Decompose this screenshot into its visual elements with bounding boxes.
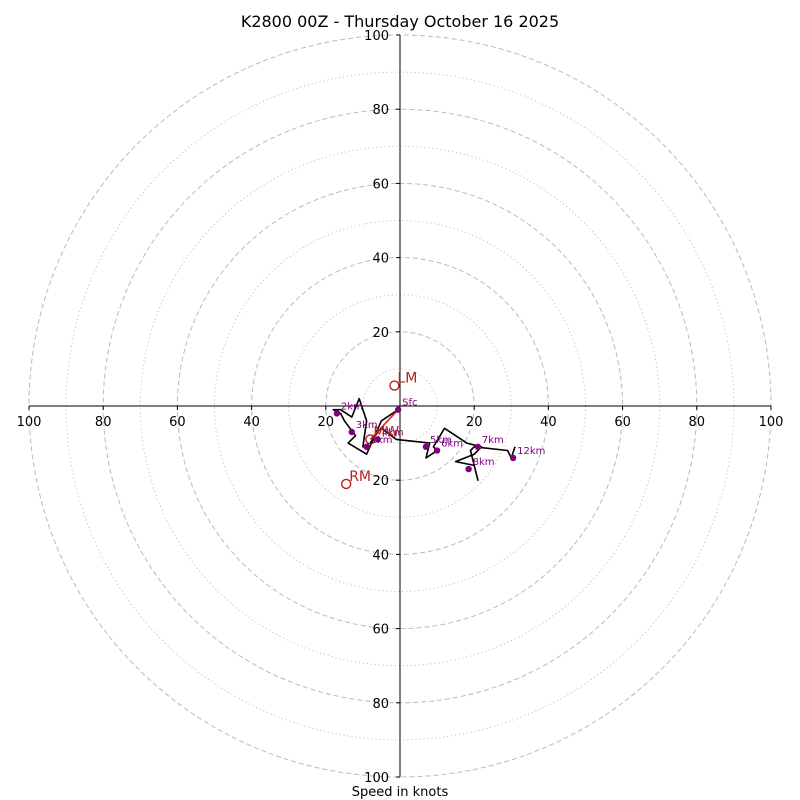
mean-wind-group [369,409,399,440]
y-tick-label: 20 [372,326,389,341]
x-tick-label: 80 [689,415,706,430]
height-point-2km [333,410,341,417]
mean-wind-line [369,409,399,440]
x-tick-label: 40 [540,415,557,430]
height-label-5km: 5km [430,435,452,446]
y-tick-label: 100 [364,771,389,786]
x-tick-label: 60 [614,415,631,430]
hodograph-trace [332,397,516,482]
storm-marker-mw [365,434,376,445]
height-point-5km [422,443,430,451]
x-tick-label: 100 [759,415,784,430]
height-label-2km: 2km [341,401,363,412]
x-tick-label: 80 [95,415,112,430]
height-point-3km [348,428,355,436]
height-point-6km [433,447,441,454]
axes [29,35,771,777]
y-tick-label: 80 [372,697,389,712]
height-label-sfc: Sfc [402,398,417,409]
y-tick-label: 80 [372,103,389,118]
x-tick-label: 20 [318,415,335,430]
y-tick-label: 40 [372,252,389,267]
y-tick-label: 60 [372,177,389,192]
x-tick-label: 100 [17,415,42,430]
y-tick-label: 40 [372,548,389,563]
height-label-3km: 3km [356,420,378,431]
y-tick-label: 20 [372,474,389,489]
x-tick-label: 60 [169,415,186,430]
height-point-sfc [394,406,402,413]
storm-marker-rm [341,478,352,490]
chart-title: K2800 00Z - Thursday October 16 2025 [241,12,559,31]
y-tick-label: 60 [372,623,389,638]
storm-marker-lm [389,380,400,391]
height-point-4km [374,436,381,443]
height-label-7km: 7km [482,435,504,446]
storm-motion-markers: LM MW RM [341,371,417,490]
x-tick-label: 20 [466,415,483,430]
height-point-1km [363,443,370,451]
storm-label-mw: MW [373,424,399,440]
hodograph-trace-group [332,397,516,482]
height-label-4km: 4km [382,427,404,438]
y-tick-label: 100 [364,29,389,44]
tick-labels: 100 80 60 40 20 20 40 60 80 100 100 80 60 40 20 20 40 60 8… [17,29,784,786]
height-point-8km [465,465,472,473]
storm-label-lm: LM [397,371,417,387]
storm-label-rm: RM [349,469,371,485]
height-label-8km: 8km [473,457,495,468]
height-label-12km: 12km [517,446,545,457]
x-tick-label: 40 [243,415,260,430]
x-axis-label: Speed in knots [352,785,449,800]
height-label-1km: 1km [371,435,393,446]
height-label-6km: 6km [441,439,463,450]
height-point-12km [509,454,517,462]
height-point-7km [474,443,482,451]
